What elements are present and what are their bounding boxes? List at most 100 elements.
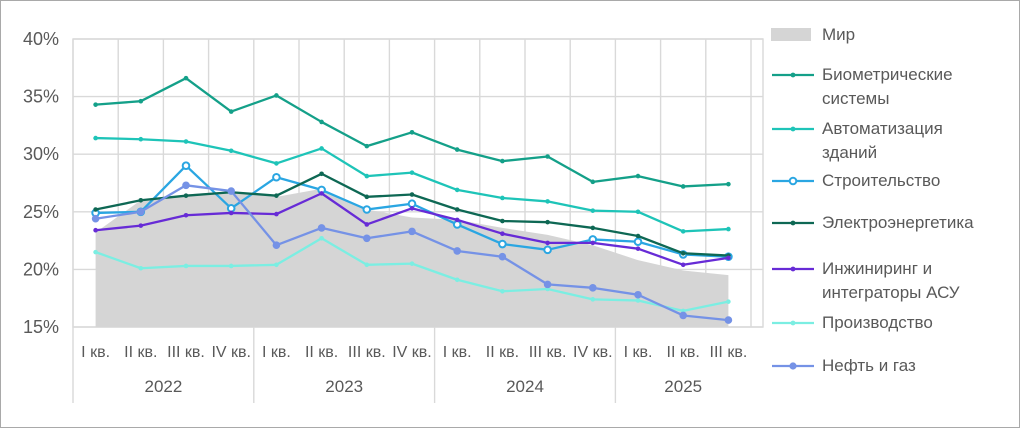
line-swatch: [772, 320, 814, 326]
marker-engineering: [228, 210, 234, 216]
marker-oil-gas: [543, 280, 552, 289]
legend-swatch-engineering: [771, 257, 815, 284]
marker-manufacturing: [93, 249, 98, 255]
marker-biometric: [635, 173, 641, 179]
legend-item-manufacturing: Производство: [771, 311, 933, 338]
x-axis-quarter-label: III кв.: [167, 344, 205, 361]
legend-swatch-oil-gas: [771, 354, 815, 381]
marker-manufacturing: [138, 265, 144, 271]
marker-manufacturing: [319, 235, 324, 241]
marker-power: [680, 250, 686, 256]
legend-swatch-biometric: [771, 63, 815, 90]
x-axis-quarter-label: III кв.: [710, 344, 748, 361]
marker-oil-gas: [227, 187, 235, 195]
marker-engineering: [409, 206, 415, 211]
x-axis-year-label: 2024: [506, 377, 544, 396]
x-axis-quarter-label: IV кв.: [211, 344, 251, 361]
line-swatch: [772, 72, 814, 78]
marker-oil-gas: [408, 227, 416, 236]
marker-engineering: [635, 246, 641, 251]
marker-power: [635, 233, 641, 239]
marker-building-automation: [228, 148, 234, 154]
x-axis-quarter-label: III кв.: [529, 344, 567, 361]
marker-engineering: [726, 255, 731, 261]
marker-power: [274, 193, 279, 198]
marker-building-automation: [319, 146, 324, 151]
marker-power: [319, 171, 324, 177]
marker-engineering: [545, 240, 550, 246]
marker-building-automation: [635, 209, 641, 215]
line-swatch: [772, 266, 814, 272]
marker-oil-gas: [498, 252, 507, 261]
marker-power: [409, 192, 415, 197]
marker-engineering: [454, 217, 460, 223]
legend-item-engineering: Инжиниринг и интеграторы АСУ: [771, 257, 960, 305]
legend-swatch-mir: [771, 23, 815, 41]
x-axis-year-label: 2025: [664, 377, 702, 396]
legend-label-power: Электроэнергетика: [822, 213, 974, 232]
marker-engineering: [680, 262, 686, 268]
marker-manufacturing: [726, 299, 731, 304]
marker-oil-gas: [363, 234, 371, 243]
marker-biometric: [364, 143, 370, 149]
marker-building-automation: [726, 226, 731, 232]
marker-engineering: [500, 231, 505, 236]
x-axis-quarter-label: I кв.: [624, 344, 653, 361]
marker-construction: [498, 239, 507, 249]
x-axis-quarter-label: I кв.: [81, 344, 110, 361]
legend-label-manufacturing: Производство: [822, 313, 933, 332]
legend-item-construction: Строительство: [771, 169, 940, 196]
marker-manufacturing: [454, 277, 460, 283]
legend-swatch-power: [771, 211, 815, 238]
marker-manufacturing: [228, 263, 234, 269]
marker-biometric: [409, 130, 415, 135]
marker-construction: [633, 237, 643, 247]
marker-engineering: [93, 227, 98, 233]
marker-biometric: [138, 98, 144, 104]
legend-swatch-construction: [771, 169, 815, 196]
marker-building-automation: [680, 229, 686, 234]
marker-engineering: [364, 222, 370, 227]
x-axis-year-label: 2022: [144, 377, 182, 396]
x-axis-quarter-label: II кв.: [486, 344, 519, 361]
marker-building-automation: [545, 199, 550, 204]
y-axis-tick-label: 20%: [23, 259, 59, 279]
marker-biometric: [183, 75, 189, 81]
marker-biometric: [545, 154, 550, 159]
marker-biometric: [93, 102, 98, 107]
marker-engineering: [183, 212, 189, 218]
area-series-mir: [95, 188, 729, 327]
marker-oil-gas: [589, 284, 597, 292]
marker-construction: [272, 172, 281, 182]
marker-power: [545, 219, 550, 225]
marker-building-automation: [138, 136, 144, 142]
line-swatch: [772, 176, 814, 186]
marker-oil-gas: [182, 181, 190, 190]
marker-oil-gas: [317, 224, 326, 232]
marker-building-automation: [409, 170, 415, 175]
line-swatch: [772, 126, 814, 132]
x-axis-quarter-label: IV кв.: [573, 344, 613, 361]
marker-oil-gas: [137, 208, 145, 216]
legend-item-power: Электроэнергетика: [771, 211, 974, 238]
marker-manufacturing: [635, 298, 641, 303]
marker-biometric: [500, 158, 505, 164]
legend-label-biometric: Биометрические системы: [822, 65, 953, 108]
x-axis-quarter-label: II кв.: [124, 344, 157, 361]
x-axis-quarter-label: III кв.: [348, 344, 386, 361]
legend-label-oil-gas: Нефть и газ: [822, 356, 916, 375]
legend-label-construction: Строительство: [822, 171, 941, 190]
marker-building-automation: [590, 208, 596, 213]
legend-label-engineering: Инжиниринг и интеграторы АСУ: [822, 259, 960, 302]
marker-manufacturing: [409, 261, 415, 266]
marker-power: [500, 218, 505, 224]
marker-oil-gas: [272, 241, 281, 250]
marker-biometric: [454, 147, 460, 152]
marker-oil-gas: [453, 247, 462, 255]
marker-construction: [362, 205, 372, 214]
x-axis-quarter-label: II кв.: [667, 344, 700, 361]
x-axis-quarter-label: I кв.: [262, 344, 291, 361]
marker-oil-gas: [91, 214, 100, 223]
marker-building-automation: [183, 139, 189, 144]
